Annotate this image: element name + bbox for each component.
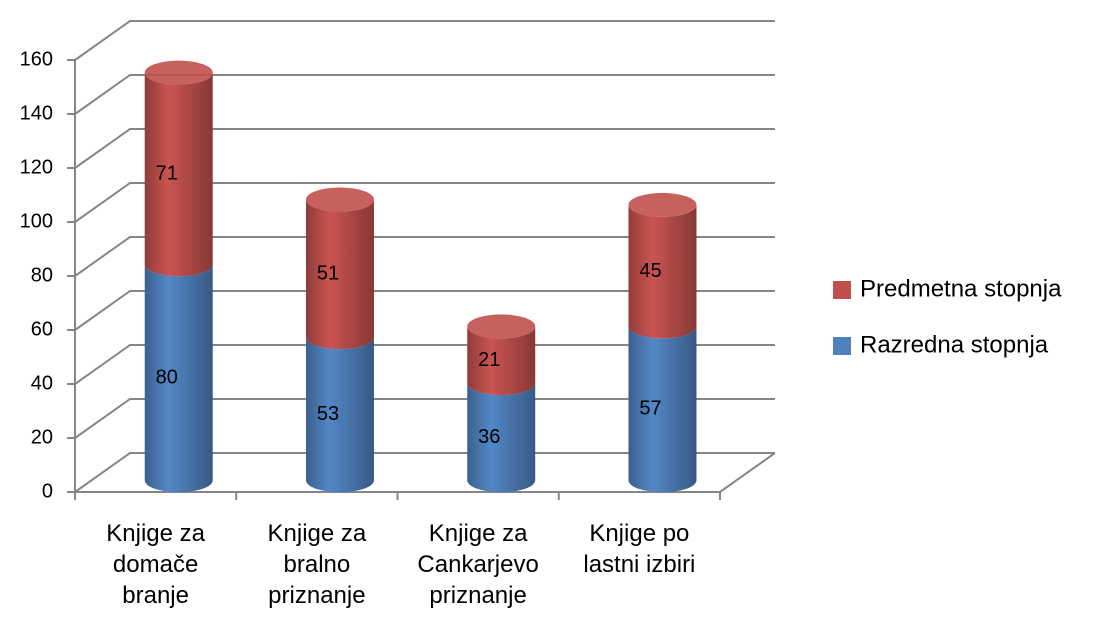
cylinder-top [305,187,374,212]
grid-line [74,290,775,331]
y-tick-label: 160 [20,48,53,70]
grid-line [74,452,775,493]
value-label: 45 [639,260,661,282]
y-tick-label: 0 [42,480,53,502]
legend-swatch [833,281,851,299]
y-tick-label: 100 [20,210,53,232]
x-tick-label: Knjige za bralno priznanje [267,520,367,609]
cylinder-segment [628,204,697,339]
cylinder-segment [467,326,536,396]
x-tick-label: Knjige za domače branje [106,520,205,609]
cylinder-segment [305,337,374,493]
y-tick-label: 40 [31,372,53,394]
y-tick-label: 120 [20,156,53,178]
cylinder-top [467,314,536,339]
grid-line [74,182,775,223]
cylinder-segment [144,72,213,277]
grid-line [74,74,775,115]
legend-label: Razredna stopnja [860,331,1049,358]
value-label: 36 [478,426,500,448]
value-label: 57 [639,398,661,420]
y-tick-label: 80 [31,264,53,286]
value-label: 21 [478,349,500,371]
y-tick-label: 20 [31,426,53,448]
grid-line [74,128,775,169]
cylinder-segment [467,383,536,493]
cylinder-top [144,60,213,85]
grid-line [74,20,775,61]
cylinder-segment [305,199,374,350]
x-tick-label: Knjige po lastni izbiri [583,520,696,578]
grid-line [74,398,775,439]
grid-line [74,344,775,385]
legend-label: Predmetna stopnja [860,275,1062,302]
legend-swatch [833,337,851,355]
value-label: 71 [156,163,178,185]
cylinder-segment [144,264,213,493]
value-label: 51 [317,263,339,285]
y-tick-label: 60 [31,318,53,340]
y-tick-label: 140 [20,102,53,124]
x-tick-label: Knjige za Cankarjevo priznanje [417,520,539,609]
value-label: 80 [156,367,178,389]
grid-line [74,236,775,277]
cylinder-segment [628,326,697,493]
cylinder-top [628,192,697,217]
value-label: 53 [317,403,339,425]
